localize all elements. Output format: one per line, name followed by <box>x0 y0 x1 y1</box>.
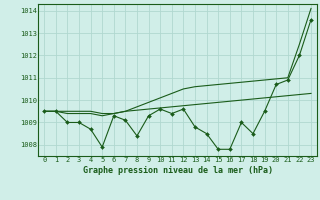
X-axis label: Graphe pression niveau de la mer (hPa): Graphe pression niveau de la mer (hPa) <box>83 166 273 175</box>
